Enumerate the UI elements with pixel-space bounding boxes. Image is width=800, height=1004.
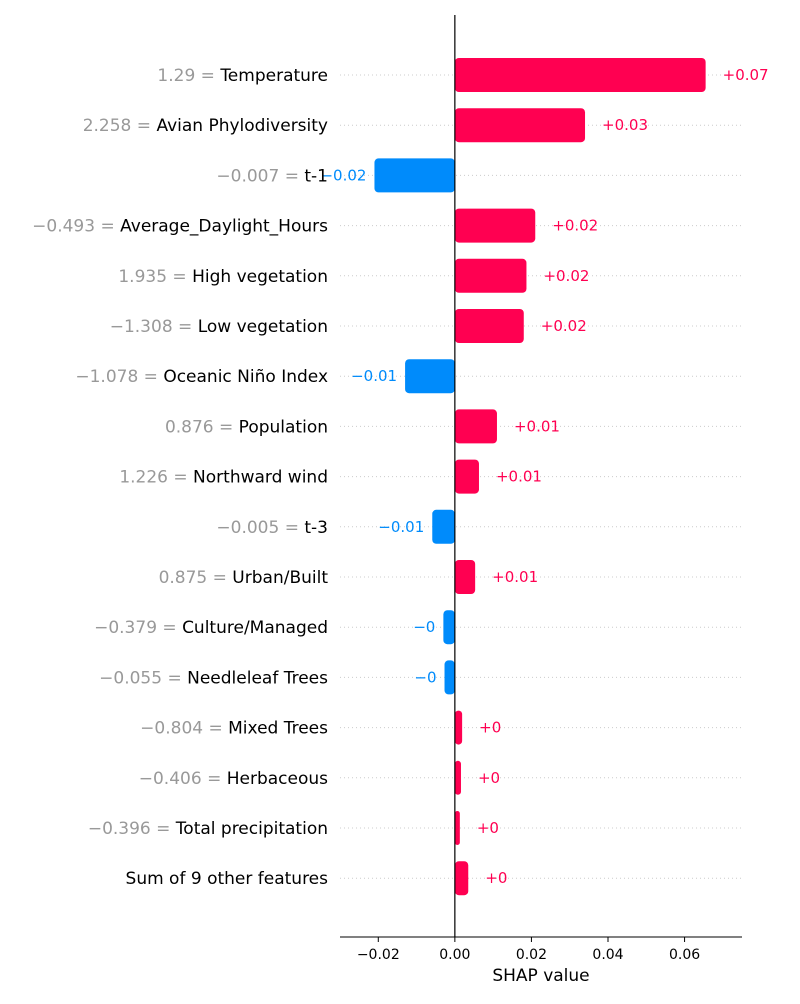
- feature-value: −0.406 =: [139, 769, 227, 789]
- feature-label: 2.258 = Avian Phylodiversity: [83, 116, 328, 136]
- feature-label: 1.29 = Temperature: [157, 66, 328, 86]
- feature-name: Total precipitation: [175, 819, 328, 839]
- shap-value-label: −0.02: [320, 166, 366, 184]
- feature-name: Herbaceous: [227, 769, 328, 789]
- shap-value-label: +0: [485, 869, 507, 887]
- shap-bar: [454, 208, 536, 243]
- shap-value-label: +0.03: [602, 116, 648, 134]
- feature-value: −0.493 =: [32, 217, 120, 237]
- feature-value: 1.226 =: [119, 468, 193, 488]
- feature-value: 0.875 =: [159, 568, 233, 588]
- shap-value-label: −0.01: [351, 367, 397, 385]
- feature-name: Urban/Built: [232, 568, 328, 588]
- feature-label: −0.005 = t-3: [216, 518, 328, 538]
- feature-label: −0.406 = Herbaceous: [139, 769, 328, 789]
- feature-label: −0.007 = t-1: [216, 166, 328, 186]
- shap-value-label: +0.02: [541, 317, 587, 335]
- feature-value: −0.007 =: [216, 166, 304, 186]
- x-axis-title: SHAP value: [492, 966, 589, 986]
- shap-value-label: +0.01: [492, 568, 538, 586]
- shap-value-label: +0.01: [496, 468, 542, 486]
- feature-name: t-1: [304, 166, 328, 186]
- feature-label: −0.396 = Total precipitation: [88, 819, 328, 839]
- feature-value: −1.308 =: [110, 317, 198, 337]
- shap-bar: [454, 409, 497, 444]
- shap-bar: [454, 108, 586, 143]
- shap-bar: [444, 660, 455, 695]
- feature-name: t-3: [304, 518, 328, 538]
- x-tick-label: 0.02: [516, 947, 547, 963]
- shap-bar: [454, 560, 476, 594]
- feature-value: 0.876 =: [165, 417, 239, 437]
- shap-bar: [454, 710, 463, 745]
- shap-value-label: +0: [479, 719, 501, 737]
- shap-value-label: −0.01: [378, 518, 424, 536]
- shap-bar: [443, 610, 455, 645]
- feature-value: −0.055 =: [99, 668, 187, 688]
- feature-name: Northward wind: [193, 468, 328, 488]
- feature-name: Low vegetation: [198, 317, 328, 337]
- feature-name: Culture/Managed: [182, 618, 328, 638]
- shap-bar: [405, 359, 455, 394]
- x-tick-label: 0.06: [669, 947, 700, 963]
- feature-name: Temperature: [219, 66, 328, 86]
- shap-bar: [432, 509, 455, 544]
- x-tick-label: 0.04: [592, 947, 623, 963]
- feature-value: −0.005 =: [216, 518, 304, 538]
- shap-value-label: −0: [414, 668, 436, 686]
- feature-name: Average_Daylight_Hours: [120, 217, 328, 237]
- feature-name: Sum of 9 other features: [126, 869, 329, 889]
- shap-bar: [454, 58, 706, 92]
- shap-bar: [454, 309, 524, 343]
- feature-label: −1.308 = Low vegetation: [110, 317, 328, 337]
- feature-label: 0.876 = Population: [165, 417, 328, 437]
- feature-name: Mixed Trees: [228, 719, 328, 739]
- feature-label: 1.226 = Northward wind: [119, 468, 328, 488]
- feature-name: High vegetation: [192, 267, 328, 287]
- feature-label: Sum of 9 other features: [126, 869, 329, 889]
- shap-bar: [454, 760, 461, 795]
- feature-label: 0.875 = Urban/Built: [159, 568, 329, 588]
- feature-value: −0.379 =: [94, 618, 182, 638]
- shap-bar: [454, 258, 527, 293]
- shap-value-label: +0.07: [723, 66, 769, 84]
- shap-value-label: +0.02: [543, 267, 589, 285]
- shap-bar: [454, 861, 469, 896]
- feature-value: −0.396 =: [88, 819, 176, 839]
- feature-label: −1.078 = Oceanic Niño Index: [75, 367, 328, 387]
- feature-label: −0.493 = Average_Daylight_Hours: [32, 217, 328, 237]
- shap-bar: [454, 811, 460, 845]
- feature-name: Population: [239, 417, 328, 437]
- feature-name: Needleleaf Trees: [187, 668, 328, 688]
- shap-value-label: +0.01: [514, 417, 560, 435]
- feature-value: −0.804 =: [140, 719, 228, 739]
- shap-value-label: −0: [413, 618, 435, 636]
- shap-value-label: +0: [477, 819, 499, 837]
- shap-bar: [454, 459, 479, 494]
- shap-value-label: +0.02: [552, 217, 598, 235]
- shap-value-label: +0: [478, 769, 500, 787]
- feature-name: Avian Phylodiversity: [156, 116, 328, 136]
- feature-value: 1.935 =: [118, 267, 192, 287]
- feature-value: −1.078 =: [75, 367, 163, 387]
- feature-value: 1.29 =: [157, 66, 220, 86]
- feature-label: 1.935 = High vegetation: [118, 267, 328, 287]
- feature-name: Oceanic Niño Index: [163, 367, 328, 387]
- feature-label: −0.804 = Mixed Trees: [140, 719, 328, 739]
- feature-value: 2.258 =: [83, 116, 157, 136]
- x-tick-label: 0.00: [439, 947, 470, 963]
- shap-bar: [374, 158, 455, 193]
- feature-label: −0.055 = Needleleaf Trees: [99, 668, 328, 688]
- feature-label: −0.379 = Culture/Managed: [94, 618, 328, 638]
- x-tick-label: −0.02: [357, 947, 400, 963]
